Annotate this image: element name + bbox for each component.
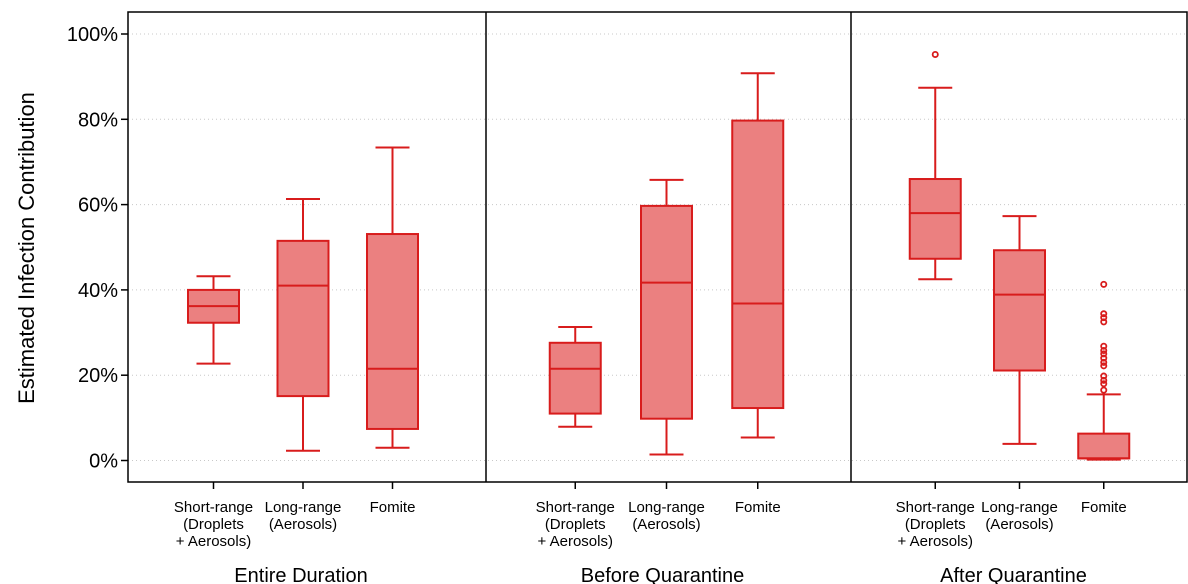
box (1077, 280, 1131, 461)
category-label-line: Short-range (896, 499, 975, 516)
category-label-line: + Aerosols) (538, 533, 613, 550)
outlier-point (1100, 376, 1108, 384)
outlier-point (1100, 386, 1108, 394)
outlier-point (1100, 346, 1108, 354)
y-tick-label: 80% (78, 109, 118, 131)
category-label-line: Fomite (735, 499, 781, 516)
category-label-line: Short-range (536, 499, 615, 516)
box (276, 198, 330, 452)
plot-border (127, 11, 1188, 483)
box (187, 275, 240, 365)
category-label-line: Long-range (628, 499, 705, 516)
box (548, 326, 602, 428)
iqr-box (731, 119, 785, 410)
category-label-line: (Aerosols) (632, 516, 700, 533)
boxes (187, 50, 1131, 461)
outlier-point (1100, 280, 1108, 288)
y-tick-label: 100% (67, 24, 118, 46)
box (731, 72, 785, 439)
iqr-box (548, 341, 602, 415)
outlier-point (1100, 350, 1108, 358)
category-label: Fomite (1081, 499, 1127, 516)
outlier-point (1100, 310, 1108, 318)
category-label: Long-range (Aerosols) (265, 499, 342, 533)
category-label-line: (Droplets (183, 516, 244, 533)
box (640, 178, 693, 456)
box (366, 146, 419, 449)
outlier-point (1100, 314, 1108, 322)
category-label: Short-range (Droplets + Aerosols) (536, 499, 615, 550)
outlier-point (1100, 380, 1108, 388)
category-label: Fomite (735, 499, 781, 516)
category-label-line: (Droplets (905, 516, 966, 533)
outlier-point (1100, 372, 1108, 380)
category-label-line: (Aerosols) (985, 516, 1053, 533)
iqr-box (366, 233, 419, 430)
outlier-point (1100, 318, 1108, 326)
panel-label: Before Quarantine (581, 565, 744, 584)
iqr-box (640, 204, 693, 420)
panel-label: Entire Duration (234, 565, 367, 584)
iqr-box (1077, 432, 1131, 460)
outlier-point (1100, 342, 1108, 350)
y-tick-label: 40% (78, 280, 118, 302)
box (993, 215, 1046, 445)
labels: 0% 20% 40% 60% 80% 100% Entire Duration Short-r… (67, 24, 1127, 584)
category-label-line: Fomite (1081, 499, 1127, 516)
outlier-point (1100, 354, 1108, 362)
category-label-line: Fomite (370, 499, 416, 516)
outlier-point (1100, 362, 1108, 370)
category-label: Short-range (Droplets + Aerosols) (174, 499, 253, 550)
category-label-line: + Aerosols) (176, 533, 251, 550)
category-label: Fomite (370, 499, 416, 516)
category-label-line: Long-range (981, 499, 1058, 516)
iqr-box (993, 249, 1046, 372)
category-label: Long-range (Aerosols) (628, 499, 705, 533)
category-label: Long-range (Aerosols) (981, 499, 1058, 533)
outlier-point (1100, 358, 1108, 366)
category-label: Short-range (Droplets + Aerosols) (896, 499, 975, 550)
box (908, 50, 962, 281)
y-tick-label: 60% (78, 195, 118, 217)
y-tick-label: 20% (78, 365, 118, 387)
y-axis-title: Estimated Infection Contribution (14, 92, 39, 404)
category-label-line: Short-range (174, 499, 253, 516)
panel-label: After Quarantine (940, 565, 1087, 584)
category-label-line: + Aerosols) (898, 533, 973, 550)
outlier-point (931, 50, 939, 58)
iqr-box (276, 239, 330, 398)
iqr-box (908, 178, 962, 260)
category-label-line: (Droplets (545, 516, 606, 533)
y-tick-label: 0% (89, 451, 118, 473)
plot-frame (121, 11, 1188, 489)
category-label-line: (Aerosols) (269, 516, 337, 533)
category-label-line: Long-range (265, 499, 342, 516)
